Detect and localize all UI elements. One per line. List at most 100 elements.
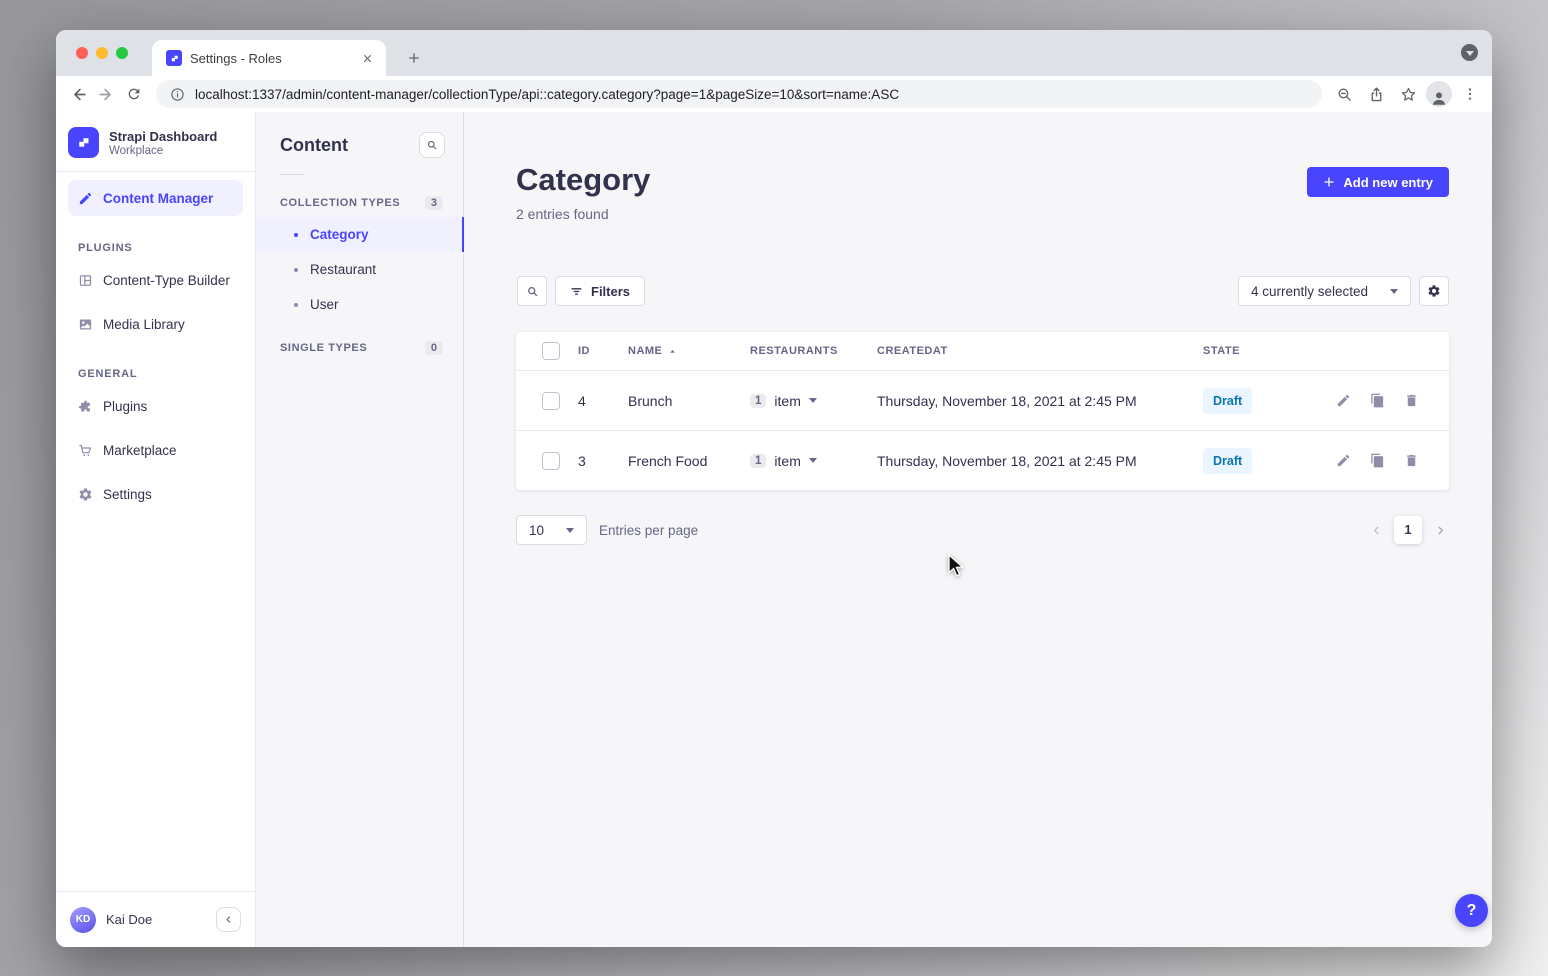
column-header-restaurants[interactable]: RESTAURANTS <box>750 345 838 357</box>
column-header-id[interactable]: ID <box>578 345 590 357</box>
minimize-window-button[interactable] <box>96 47 108 59</box>
select-all-checkbox[interactable] <box>542 342 560 360</box>
tab-title: Settings - Roles <box>190 50 282 66</box>
sidebar-item-marketplace[interactable]: Marketplace <box>68 432 243 468</box>
restaurant-count-badge: 1 <box>750 453 767 468</box>
pen-icon <box>78 191 93 206</box>
close-window-button[interactable] <box>76 47 88 59</box>
row-checkbox[interactable] <box>542 451 560 470</box>
zoom-window-button[interactable] <box>116 47 128 59</box>
picture-icon <box>78 317 93 332</box>
subnav-item-label: Category <box>310 227 369 242</box>
forward-icon[interactable] <box>92 80 120 108</box>
next-page-button[interactable] <box>1431 521 1449 539</box>
share-icon[interactable] <box>1362 80 1390 108</box>
content-subnav: Content COLLECTION TYPES 3 Category Rest… <box>256 112 464 947</box>
cell-restaurants[interactable]: 1 item <box>750 453 877 469</box>
sidebar-item-plugins[interactable]: Plugins <box>68 388 243 424</box>
duplicate-button[interactable] <box>1370 393 1385 408</box>
delete-button[interactable] <box>1404 453 1419 468</box>
reload-icon[interactable] <box>120 80 148 108</box>
sidebar-item-settings[interactable]: Settings <box>68 476 243 512</box>
column-header-name[interactable]: NAME <box>628 345 750 357</box>
tab-search-button[interactable] <box>1461 44 1478 61</box>
new-tab-button[interactable] <box>400 44 428 72</box>
entries-count: 2 entries found <box>516 206 609 222</box>
view-settings-button[interactable] <box>1419 276 1449 306</box>
back-icon[interactable] <box>64 80 92 108</box>
copy-icon <box>1371 453 1384 468</box>
tab-close-icon[interactable] <box>358 49 376 67</box>
pencil-icon <box>1337 454 1350 467</box>
entries-table: ID NAME RESTAURANTS CREATEDAT STATE 4 Br… <box>516 332 1449 490</box>
chevron-down-icon <box>808 398 817 403</box>
plus-icon <box>1324 177 1335 187</box>
edit-button[interactable] <box>1336 453 1351 468</box>
main-content: Category 2 entries found Add new entry F… <box>464 112 1492 947</box>
subnav-item-label: Restaurant <box>310 262 377 277</box>
collapse-sidebar-button[interactable] <box>216 907 241 932</box>
brand-title: Strapi Dashboard <box>109 128 218 144</box>
subnav-item-category[interactable]: Category <box>256 217 464 252</box>
browser-toolbar: localhost:1337/admin/content-manager/col… <box>56 76 1492 112</box>
brand-subtitle: Workplace <box>109 144 164 157</box>
help-button[interactable]: ? <box>1455 894 1488 927</box>
sidebar-divider <box>56 171 255 172</box>
column-header-state[interactable]: STATE <box>1203 345 1240 357</box>
single-types-count: 0 <box>424 341 443 355</box>
brand[interactable]: Strapi Dashboard Workplace <box>56 112 255 171</box>
subnav-item-restaurant[interactable]: Restaurant <box>256 252 463 287</box>
subnav-search-button[interactable] <box>419 132 445 158</box>
address-bar[interactable]: localhost:1337/admin/content-manager/col… <box>156 80 1322 108</box>
cell-name: Brunch <box>628 392 673 409</box>
fields-select[interactable]: 4 currently selected <box>1237 276 1411 306</box>
add-new-entry-button[interactable]: Add new entry <box>1307 167 1449 197</box>
browser-menu-icon[interactable] <box>1456 80 1484 108</box>
zoom-out-icon[interactable] <box>1330 80 1358 108</box>
bullet-icon <box>294 302 298 307</box>
sidebar-item-content-manager[interactable]: Content Manager <box>68 180 243 216</box>
delete-button[interactable] <box>1404 393 1419 408</box>
subnav-item-user[interactable]: User <box>256 287 463 322</box>
layout-grid-icon <box>78 273 93 288</box>
traffic-lights <box>76 30 128 76</box>
edit-button[interactable] <box>1336 393 1351 408</box>
sidebar-item-media-library[interactable]: Media Library <box>68 306 243 342</box>
sidebar-item-label: Content Manager <box>103 190 214 206</box>
table-row[interactable]: 4 Brunch 1 item Thursday, November 18, 2… <box>516 370 1449 430</box>
strapi-logo-icon <box>68 127 99 158</box>
chevron-down-icon <box>566 527 575 533</box>
browser-profile-avatar[interactable] <box>1426 81 1452 107</box>
browser-window: Settings - Roles localhost:1337/admin/co… <box>56 30 1492 947</box>
restaurant-count-badge: 1 <box>750 393 767 408</box>
page-number[interactable]: 1 <box>1394 516 1422 544</box>
pencil-icon <box>1337 394 1350 407</box>
sidebar-item-label: Settings <box>103 486 152 502</box>
browser-tab[interactable]: Settings - Roles <box>152 40 386 76</box>
table-row[interactable]: 3 French Food 1 item Thursday, November … <box>516 430 1449 490</box>
bookmark-star-icon[interactable] <box>1394 80 1422 108</box>
chevron-left-icon <box>226 916 231 923</box>
previous-page-button[interactable] <box>1367 521 1385 539</box>
page-size-select[interactable]: 10 <box>516 515 588 545</box>
user-avatar[interactable]: KD <box>70 906 96 933</box>
subnav-title: Content <box>280 134 348 155</box>
page-size-value: 10 <box>529 522 545 538</box>
cell-id: 4 <box>578 392 586 409</box>
url-text: localhost:1337/admin/content-manager/col… <box>195 86 900 102</box>
gear-icon <box>1428 285 1440 297</box>
row-checkbox[interactable] <box>542 391 560 410</box>
sidebar-item-content-type-builder[interactable]: Content-Type Builder <box>68 262 243 298</box>
state-badge: Draft <box>1203 447 1253 474</box>
chevron-left-icon <box>1373 526 1379 534</box>
chevron-down-icon <box>1390 288 1398 294</box>
site-info-icon[interactable] <box>170 87 185 102</box>
duplicate-button[interactable] <box>1370 453 1385 468</box>
column-header-createdat[interactable]: CREATEDAT <box>877 345 948 357</box>
collection-types-label: COLLECTION TYPES <box>280 197 401 209</box>
trash-icon <box>1407 454 1416 467</box>
filters-button[interactable]: Filters <box>555 276 646 306</box>
table-search-button[interactable] <box>517 276 547 306</box>
state-badge: Draft <box>1203 387 1253 414</box>
cell-restaurants[interactable]: 1 item <box>750 393 877 409</box>
